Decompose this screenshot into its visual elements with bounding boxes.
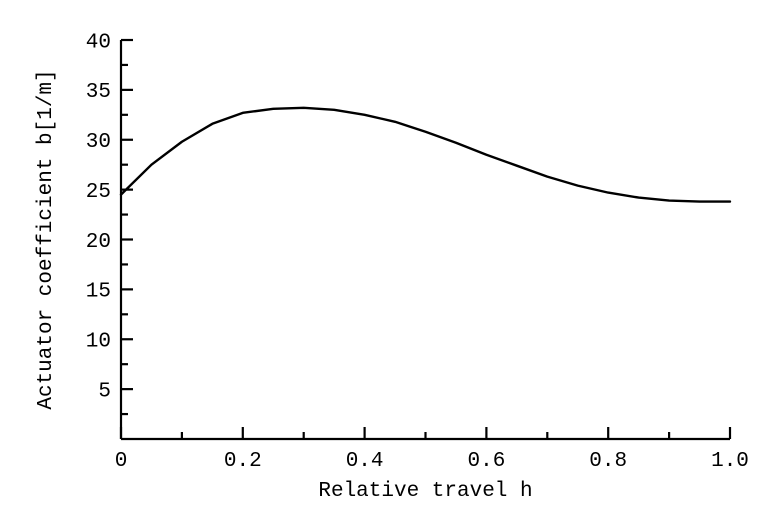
x-tick-label: 0: [115, 450, 128, 473]
x-tick-label: 0.6: [467, 450, 505, 473]
y-tick-label: 15: [86, 281, 111, 304]
y-tick-label: 20: [86, 231, 111, 254]
x-tick-label: 0.8: [589, 450, 627, 473]
chart-container: 0 0.2 0.4 0.6 0.8 1.0 5 10 15 20 25 30 35 40 Relative …: [0, 0, 774, 530]
y-tick-label: 40: [86, 31, 111, 54]
y-tick-label: 5: [98, 380, 111, 403]
y-axis-label: Actuator coefficient b[1/m]: [35, 69, 58, 409]
y-tick-label: 10: [86, 331, 111, 354]
y-tick-label: 35: [86, 81, 111, 104]
x-tick-label: 0.4: [346, 450, 384, 473]
line-chart: 0 0.2 0.4 0.6 0.8 1.0 5 10 15 20 25 30 35 40 Relative …: [0, 0, 774, 530]
x-axis-label: Relative travel h: [318, 480, 532, 503]
x-tick-label: 0.2: [224, 450, 262, 473]
y-tick-label: 25: [86, 181, 111, 204]
x-tick-label: 1.0: [711, 450, 749, 473]
y-tick-label: 30: [86, 131, 111, 154]
